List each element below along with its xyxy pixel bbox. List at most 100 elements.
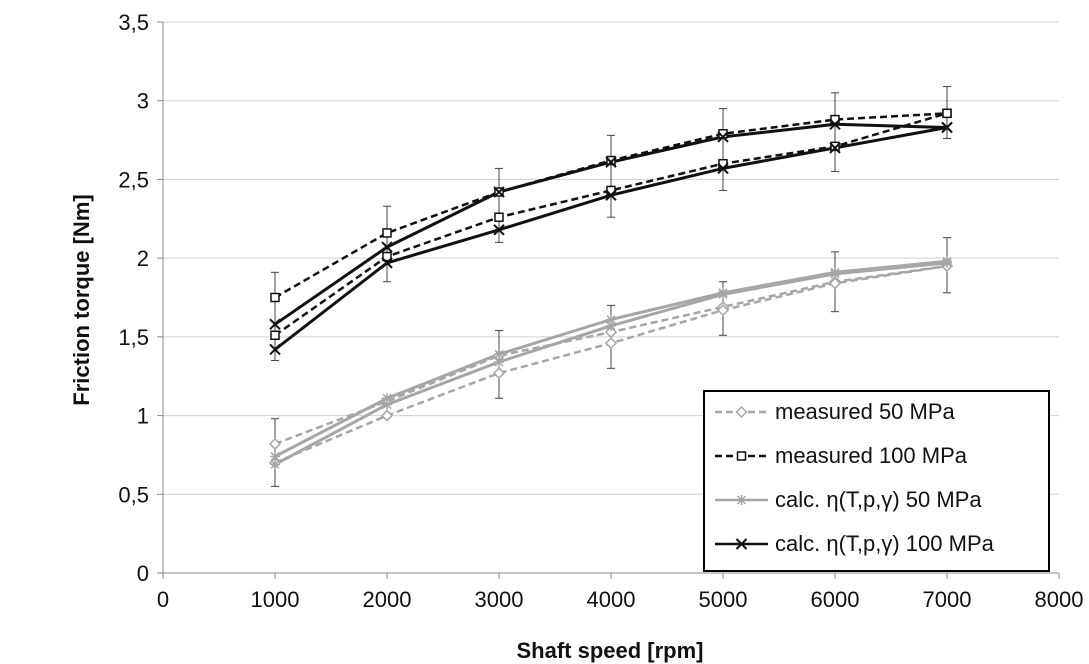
marker-stroke: [830, 269, 840, 279]
series-2-point: [270, 459, 280, 470]
marker-shape: [382, 251, 392, 262]
y-axis-title: Friction torque [Nm]: [69, 194, 94, 405]
legend: measured 50 MPa measured 100 MPa calc. η…: [703, 390, 1050, 572]
legend-box: [703, 390, 1050, 572]
x-tick-label: 7000: [923, 587, 972, 612]
y-tick-label: 0: [137, 561, 149, 586]
series-1-point: [942, 108, 952, 119]
y-tick-label: 2: [137, 246, 149, 271]
marker-shape: [735, 405, 748, 419]
marker-stroke: [269, 318, 281, 330]
y-tick-labels: 0 0,5 1 1,5 2 2,5 3 3,5: [118, 10, 149, 586]
marker-shape: [492, 367, 506, 380]
series-2-point: [718, 289, 728, 300]
series-1-error-bar: [383, 205, 391, 283]
series-2-point: [494, 357, 504, 368]
series-2-point: [830, 268, 840, 279]
y-tick-label: 1: [137, 404, 149, 429]
x-tick-label: 0: [157, 587, 169, 612]
series-3-point: [493, 186, 505, 198]
marker-shape: [380, 409, 394, 422]
legend-label-calc-100: calc. η(T,p,γ) 100 MPa: [775, 531, 995, 556]
series-0-point: [716, 304, 730, 317]
series-1-point: [830, 141, 840, 152]
marker-stroke: [269, 343, 281, 356]
series-1-point: [382, 251, 392, 262]
marker-shape: [268, 437, 282, 450]
series-1-point: [270, 330, 280, 341]
marker-stroke: [717, 162, 729, 175]
marker-stroke: [494, 349, 504, 359]
marker-stroke: [270, 459, 280, 469]
marker-stroke: [736, 495, 747, 505]
legend-marker-series-2: [736, 495, 747, 505]
x-axis-title: Shaft speed [rpm]: [516, 638, 703, 663]
y-tick-label: 3,5: [118, 10, 149, 35]
series-1-error-bar: [831, 92, 839, 173]
series-3-point: [605, 189, 617, 201]
series-markers: [268, 108, 954, 470]
marker-stroke: [381, 257, 393, 269]
series-3-point: [717, 131, 729, 143]
series-3-point: [941, 121, 953, 134]
series-2-point: [382, 399, 392, 410]
marker-stroke: [829, 118, 841, 131]
marker-stroke: [493, 186, 505, 198]
series-1-point: [270, 292, 280, 303]
x-tick-label: 1000: [251, 587, 300, 612]
y-tick-label: 1,5: [118, 325, 149, 350]
marker-shape: [830, 141, 840, 152]
legend-marker-series-3: [735, 538, 748, 550]
series-2-point: [606, 320, 616, 331]
marker-stroke: [270, 451, 280, 462]
marker-stroke: [494, 357, 504, 367]
marker-shape: [716, 304, 730, 317]
series-1-error-bar: [271, 271, 279, 361]
marker-shape: [270, 292, 280, 303]
legend-label-measured-50: measured 50 MPa: [775, 399, 956, 424]
x-tick-labels: 0 1000 2000 3000 4000 5000 6000 7000 8000: [157, 587, 1084, 612]
marker-stroke: [606, 321, 616, 331]
marker-shape: [828, 277, 842, 290]
x-tick-label: 6000: [811, 587, 860, 612]
legend-label-calc-50: calc. η(T,p,γ) 50 MPa: [775, 487, 982, 512]
marker-shape: [270, 330, 280, 341]
series-0-point: [828, 277, 842, 290]
series-3-point: [605, 156, 617, 168]
marker-stroke: [942, 258, 952, 268]
series-1-error-bar: [607, 134, 615, 218]
legend-marker-series-0: [735, 405, 748, 419]
y-tick-label: 0,5: [118, 482, 149, 507]
series-1-point: [606, 155, 616, 166]
series-1-error-bar: [719, 108, 727, 191]
marker-stroke: [735, 538, 748, 550]
series-3-point: [381, 257, 393, 269]
axes: [157, 21, 1060, 579]
series-1-point: [382, 228, 392, 238]
series-0-point: [604, 337, 618, 350]
marker-shape: [942, 108, 952, 119]
marker-stroke: [941, 121, 953, 134]
x-tick-label: 8000: [1035, 587, 1084, 612]
series-0-point: [492, 367, 506, 380]
series-3-point: [269, 318, 281, 330]
marker-stroke: [829, 142, 841, 154]
series-0-point: [380, 409, 394, 422]
series-3-point: [269, 343, 281, 356]
legend-label-measured-100: measured 100 MPa: [775, 443, 968, 468]
series-3-point: [381, 241, 393, 253]
marker-stroke: [718, 289, 728, 299]
marker-shape: [606, 155, 616, 166]
series-2-point: [942, 257, 952, 268]
marker-stroke: [493, 224, 505, 236]
series-3-point: [493, 224, 505, 236]
series-1-point: [494, 212, 504, 222]
marker-stroke: [717, 131, 729, 143]
marker-shape: [494, 212, 504, 222]
marker-shape: [604, 337, 618, 350]
x-tick-label: 3000: [475, 587, 524, 612]
x-tick-label: 5000: [699, 587, 748, 612]
series-0-point: [268, 437, 282, 450]
series-3-point: [829, 142, 841, 154]
